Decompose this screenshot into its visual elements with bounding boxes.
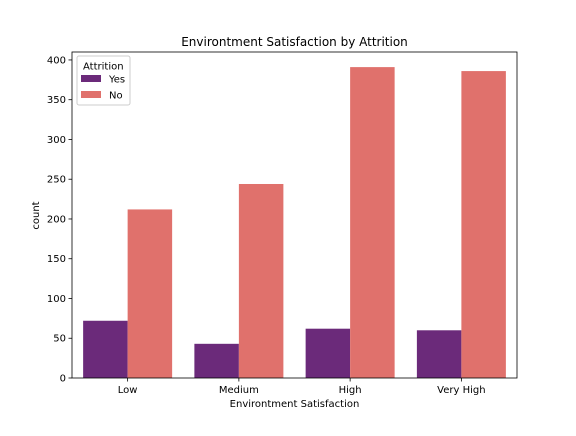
plot-frame: [71, 51, 518, 379]
legend: Attrition Yes No: [76, 55, 131, 106]
y-tick-label: 250: [47, 175, 66, 186]
bar-yes-very-high: [416, 330, 462, 378]
chart-title: Environtment Satisfaction by Attrition: [181, 35, 408, 49]
bar-yes-low: [83, 320, 128, 378]
legend-title: Attrition: [83, 62, 124, 73]
bar-no-medium: [238, 183, 284, 378]
bar-no-low: [127, 209, 173, 378]
y-tick-label: 200: [47, 214, 66, 225]
axes-layer: 0 50 100 150 200 250 300 350 400 Low Medium High Ver…: [47, 51, 518, 396]
bar-yes-high: [305, 328, 351, 378]
bar-yes-medium: [194, 343, 239, 378]
y-tick-label: 0: [60, 374, 66, 385]
legend-swatch-yes: [81, 75, 101, 82]
bars-layer: [83, 67, 506, 379]
y-tick-label: 100: [47, 294, 66, 305]
legend-swatch-no: [81, 91, 101, 98]
y-tick-label: 50: [53, 334, 66, 345]
y-tick-label: 300: [47, 135, 66, 146]
x-tick-label: Medium: [219, 385, 259, 396]
y-tick-label: 350: [47, 95, 66, 106]
legend-label-no: No: [109, 91, 123, 102]
legend-label-yes: Yes: [108, 75, 125, 86]
bar-no-very-high: [461, 71, 506, 378]
y-tick-label: 400: [47, 55, 66, 66]
bar-no-high: [350, 67, 395, 379]
x-axis-label: Environtment Satisfaction: [230, 399, 360, 410]
y-axis-label: count: [31, 201, 42, 229]
x-tick-label: Low: [118, 385, 138, 396]
x-tick-label: High: [339, 385, 362, 396]
x-tick-label: Very High: [437, 385, 485, 396]
y-tick-label: 150: [47, 254, 66, 265]
